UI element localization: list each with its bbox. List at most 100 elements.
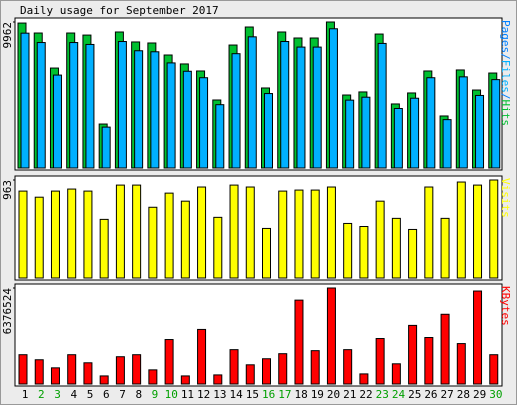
bar <box>180 375 190 385</box>
bar <box>101 126 111 169</box>
bar <box>278 353 288 385</box>
bar <box>264 93 273 169</box>
bar <box>180 200 190 279</box>
bar <box>52 74 62 169</box>
label-part: Visits <box>499 178 512 218</box>
bar <box>50 367 60 385</box>
bar <box>164 339 174 385</box>
label-part: Hits <box>499 100 512 127</box>
bar <box>473 184 483 279</box>
x-tick-label: 7 <box>119 388 126 401</box>
bar <box>34 359 44 385</box>
bar <box>296 46 306 169</box>
x-tick-label: 12 <box>197 388 210 401</box>
bar <box>148 206 158 279</box>
bar <box>475 94 485 169</box>
bar <box>391 217 401 279</box>
bar <box>50 190 60 279</box>
bar <box>85 43 95 169</box>
bar <box>262 227 271 279</box>
x-tick-label: 17 <box>278 388 291 401</box>
x-tick-label: 19 <box>311 388 324 401</box>
x-tick-label: 2 <box>38 388 45 401</box>
bar <box>18 190 28 279</box>
bar <box>67 354 77 385</box>
bar <box>36 42 46 169</box>
x-tick-label: 18 <box>294 388 307 401</box>
bar <box>442 119 452 169</box>
bar <box>166 62 176 169</box>
bar <box>20 32 30 169</box>
x-tick-label: 29 <box>473 388 486 401</box>
bar <box>326 186 336 279</box>
x-tick-label: 26 <box>424 388 437 401</box>
bar <box>69 42 79 169</box>
bar <box>473 290 483 385</box>
x-tick-label: 14 <box>230 388 244 401</box>
x-tick-label: 6 <box>103 388 110 401</box>
bar <box>115 184 125 279</box>
x-tick-label: 23 <box>376 388 389 401</box>
x-tick-label: 16 <box>262 388 275 401</box>
bar <box>294 189 304 279</box>
x-tick-label: 3 <box>54 388 61 401</box>
bar <box>310 189 320 279</box>
bar <box>18 354 28 385</box>
bar <box>424 186 434 279</box>
bar <box>491 79 501 169</box>
bar <box>456 343 466 385</box>
bar <box>164 192 174 279</box>
bar <box>67 188 77 279</box>
bar <box>410 97 420 169</box>
chart-title: Daily usage for September 2017 <box>20 4 219 17</box>
bar <box>278 190 288 279</box>
bar <box>199 77 209 169</box>
panel-frame <box>14 175 503 281</box>
x-tick-label: 11 <box>181 388 194 401</box>
x-tick-label: 20 <box>327 388 340 401</box>
bar <box>99 218 109 279</box>
panel-frame <box>14 17 503 171</box>
bar <box>375 338 385 385</box>
x-tick-label: 10 <box>165 388 178 401</box>
series-label: Visits <box>499 178 512 218</box>
bar <box>424 337 434 385</box>
bar <box>489 354 499 385</box>
label-part: Pages <box>499 20 512 53</box>
x-tick-label: 24 <box>392 388 406 401</box>
x-tick-label: 21 <box>343 388 356 401</box>
bar <box>391 363 401 385</box>
bar <box>115 356 125 385</box>
bar <box>99 375 109 385</box>
bar <box>197 186 207 279</box>
bar <box>377 42 387 169</box>
panel-frame <box>14 283 503 387</box>
bar <box>182 70 192 169</box>
bar <box>310 350 320 385</box>
bar <box>456 181 466 279</box>
bar <box>213 374 223 385</box>
bar <box>361 96 371 169</box>
bar <box>229 184 239 279</box>
bar <box>231 53 241 169</box>
bar <box>83 190 93 279</box>
x-tick-label: 15 <box>246 388 259 401</box>
y-tick-label: 9962 <box>1 22 14 49</box>
bar <box>148 369 158 385</box>
x-tick-label: 28 <box>457 388 470 401</box>
bar <box>359 373 369 385</box>
bar <box>117 41 127 169</box>
bar <box>489 179 499 279</box>
bar <box>458 76 468 169</box>
bar <box>280 41 290 169</box>
x-tick-label: 13 <box>213 388 226 401</box>
bar <box>213 216 223 279</box>
x-tick-label: 25 <box>408 388 421 401</box>
x-tick-label: 4 <box>71 388 78 401</box>
series-label: KBytes <box>499 286 512 326</box>
bar <box>345 99 355 169</box>
bar <box>440 217 450 279</box>
bar <box>426 77 436 169</box>
bar <box>326 287 336 385</box>
